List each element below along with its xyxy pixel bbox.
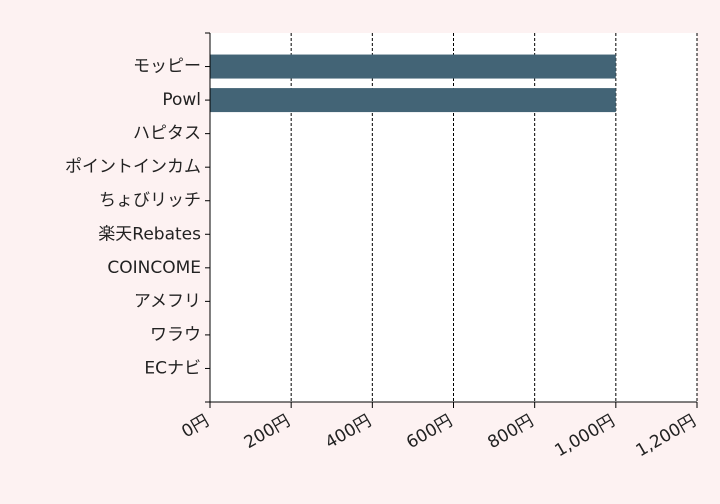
y-tick-label: COINCOME: [107, 258, 201, 278]
x-tick-label: 400円: [322, 411, 375, 453]
y-tick-label: ちょびリッチ: [99, 191, 201, 211]
x-tick-label: 200円: [241, 411, 294, 453]
y-tick-label: ワラウ: [150, 325, 201, 345]
y-tick-label: モッピー: [133, 57, 201, 77]
x-tick-label: 1,200円: [633, 411, 700, 461]
x-tick-label: 0円: [178, 411, 212, 442]
y-tick-label: ハピタス: [133, 124, 201, 144]
x-tick-label: 1,000円: [551, 411, 618, 461]
y-tick-label: Powl: [162, 90, 201, 110]
y-tick-label: 楽天Rebates: [98, 224, 201, 244]
y-tick-label: ECナビ: [144, 358, 201, 378]
y-tick-label: ポイントインカム: [65, 157, 201, 177]
x-tick-label: 800円: [484, 411, 537, 453]
bar: [210, 88, 616, 113]
x-tick-label: 600円: [403, 411, 456, 453]
y-tick-label: アメフリ: [134, 291, 201, 311]
bar: [210, 54, 616, 79]
